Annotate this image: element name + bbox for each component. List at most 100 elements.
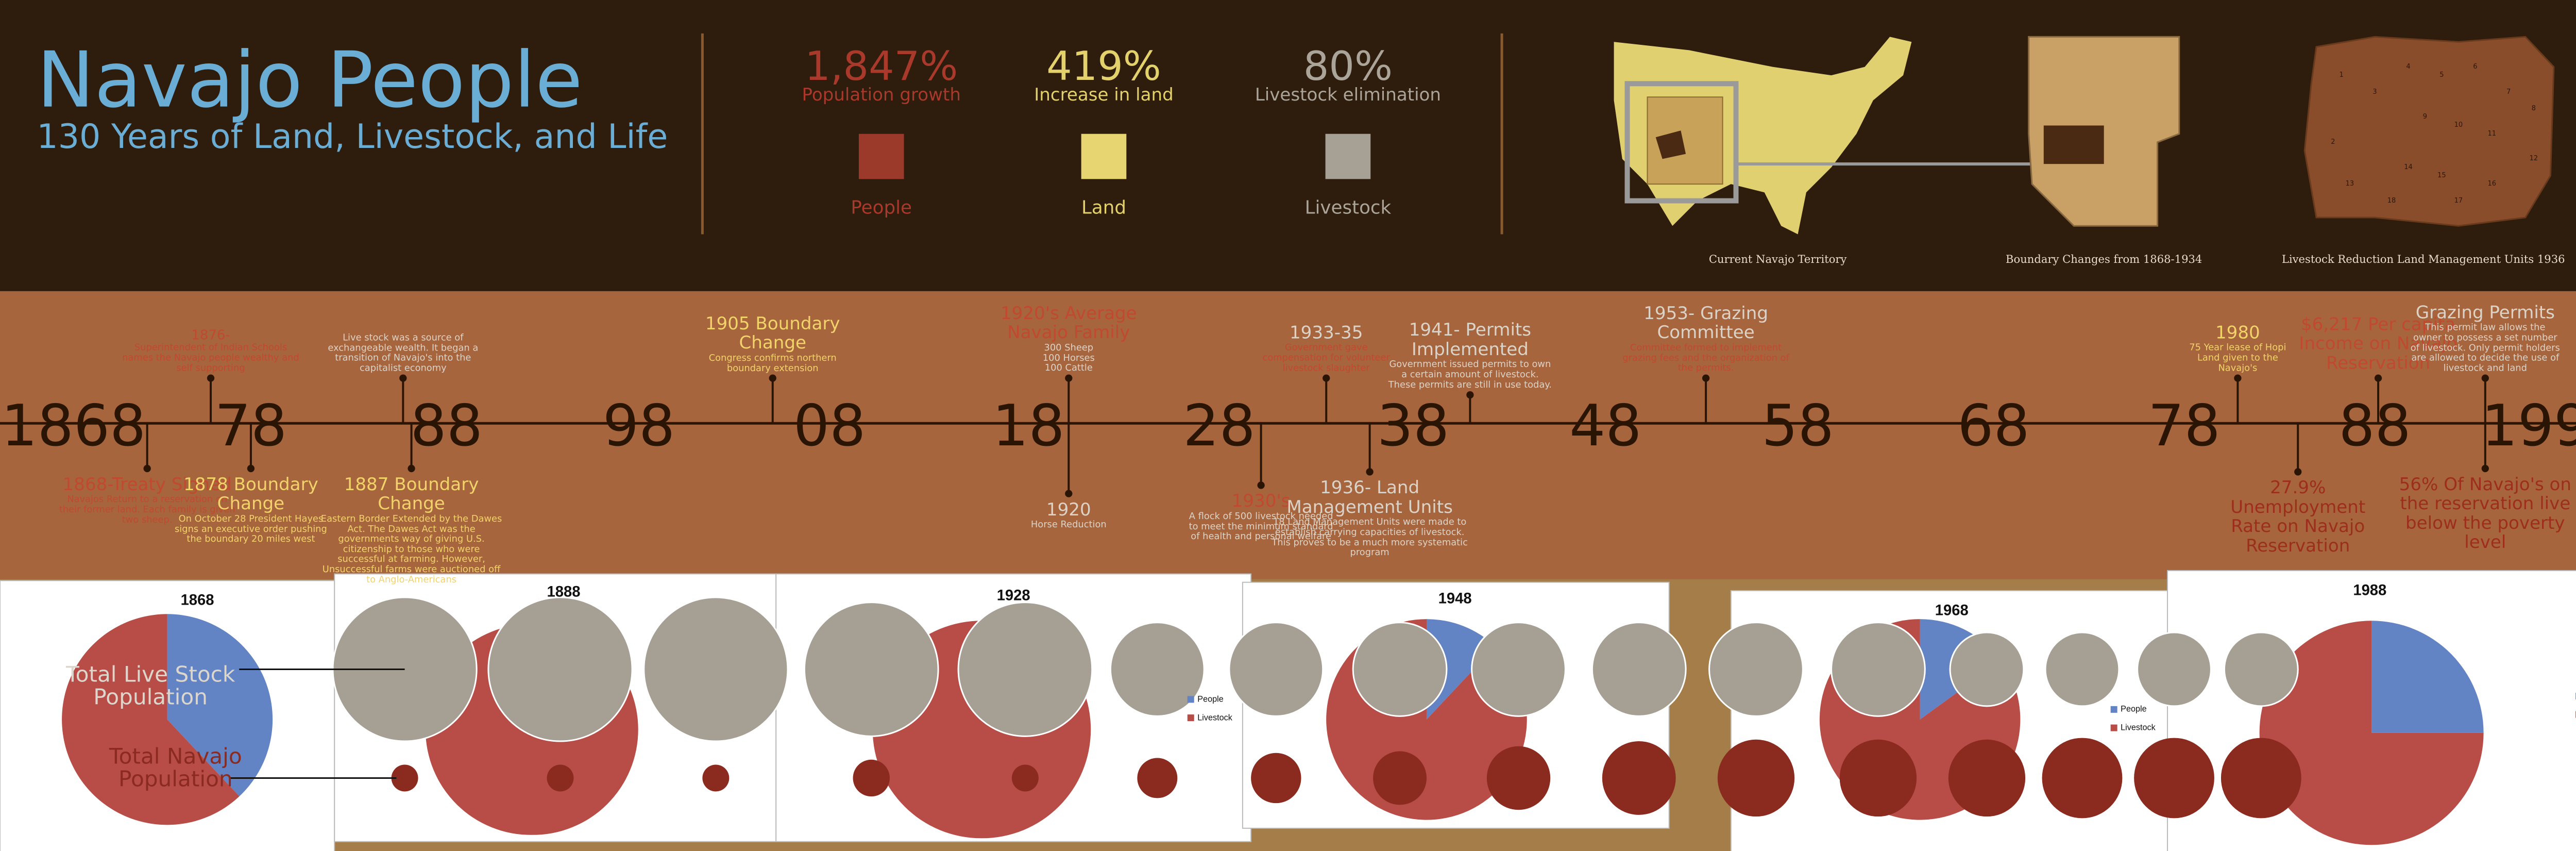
pie-year: 1868 [180,592,214,609]
unit-label: 13 [2345,180,2354,188]
event-text: Horse Reduction [1030,519,1107,530]
event-title: 1941- Permits Implemented [1409,320,1532,360]
people-circle [2134,738,2214,819]
timeline-band [0,291,2576,579]
event: 1920 Horse Reduction [1002,500,1136,530]
event: 1920's Average Navajo Family 300 Sheep 100… [985,304,1153,373]
event-title: 1887 Boundary Change [344,474,479,514]
year-label: 48 [1569,393,1642,459]
pie-slice [2259,621,2484,845]
livestock-circle [1949,631,2025,707]
event-dot [408,464,415,473]
event-dot [769,374,776,382]
event-title: 1980 [2215,322,2260,343]
annotation: Total Live Stock Population [66,661,235,710]
event-text: Government gave compensation for volunte… [1262,342,1390,374]
stat-label: Population growth [802,85,961,106]
pie-slice [62,614,240,825]
navajo-territory [1655,130,1686,159]
event-text: 100 Cattle [1044,362,1093,374]
unit-label: 15 [2437,172,2446,180]
unit-label: 3 [2372,88,2377,96]
stat-value: 419% [1046,43,1161,90]
event: 1936- Land Management Units 18 Land Manag… [1269,478,1470,558]
event: 1876- Superintendent of Indian Schools na… [118,328,302,373]
livestock-circle [2223,631,2299,707]
event-title: 27.9% Unemployment Rate on Navajo Reserv… [2230,477,2366,556]
stat-legend: Livestock [1304,196,1392,218]
event-title: Grazing Permits [2415,302,2555,323]
livestock-circle [487,596,633,742]
event: $6,217 Per capita Income on Navajo Reser… [2295,315,2462,373]
map-caption: Current Navajo Territory [1708,253,1847,266]
subtitle: 130 Years of Land, Livestock, and Life [37,118,668,157]
event: 56% Of Navajo's on the reservation live … [2393,475,2576,553]
event-title: 1933-35 [1290,322,1363,343]
unit-label: 16 [2487,180,2497,188]
event-text: A flock of 500 livestock needed to meet … [1189,510,1333,542]
event-title: 1868-Treaty Signed [62,474,232,495]
people-circle [1839,739,1917,817]
people-circle [702,764,730,792]
event-title: 1936- Land Management Units [1286,477,1453,518]
pie-year: 1988 [2353,582,2387,599]
unit-label: 1 [2339,71,2344,79]
people-circle [2221,738,2301,819]
people-circle [1011,764,1039,792]
event-title: 1920 [1046,499,1091,520]
event: 1953- Grazing Committee Committee formed … [1614,304,1798,373]
event-title: 1878 Boundary Change [183,474,318,514]
year-label: 78 [2148,393,2221,459]
people-circle [547,764,574,792]
people-circle [1948,739,2026,817]
legend-swatch [1187,696,1194,703]
livestock-circle [1831,622,1926,717]
legend-swatch [2110,724,2117,731]
map-caption: Boundary Changes from 1868-1934 [2005,253,2202,266]
event: 1930's A flock of 500 livestock needed to… [1186,491,1336,542]
event-text: 75 Year lease of Hopi Land given to the … [2189,342,2286,374]
boundary-area [2043,125,2104,164]
unit-label: 17 [2454,196,2463,205]
year-label: 1998 [2481,393,2576,459]
event-dot [1323,374,1330,382]
event-title: 1920's Average Navajo Family [1000,303,1137,343]
event-dot [1065,374,1073,382]
unit-label: 4 [2406,63,2411,71]
livestock-circle [1228,622,1324,717]
pie-slice [1426,619,1496,720]
livestock-circle [1352,622,1448,717]
event-title: $6,217 Per capita Income on Navajo Reser… [2299,314,2458,374]
title: Navajo People [37,35,583,125]
annotation: Total Navajo Population [109,743,242,792]
event-dot [1466,391,1474,399]
event: 1878 Boundary Change On October 28 Presid… [167,475,335,544]
unit-label: 5 [2439,71,2444,79]
livestock-circle [957,602,1093,737]
focus-box [1624,81,1739,204]
event-title: 56% Of Navajo's on the reservation live … [2399,474,2572,553]
unit-label: 7 [2506,88,2511,96]
year-label: 38 [1377,393,1450,459]
unit-label: 8 [2531,105,2536,113]
four-corners [1647,96,1723,185]
event: Grazing Permits This permit law allows th… [2410,303,2561,373]
event: Live stock was a source of exchangeable … [319,332,487,373]
event: 1980 75 Year lease of Hopi Land given to … [2179,323,2296,373]
event: 1905 Boundary Change Congress confirms no… [689,314,856,373]
pie-year: 1968 [1935,602,1969,619]
legend-swatch [1187,714,1194,722]
event-text: Eastern Border Extended by the Dawes Act… [320,513,502,585]
unit-label: 9 [2422,113,2428,121]
livestock-circle [1708,622,1804,717]
stat-swatch [1081,134,1127,179]
event-dot [2294,468,2302,476]
livestock-circle [2137,631,2212,707]
event-text: Committee formed to implement grazing fe… [1622,342,1789,374]
units-map [2303,36,2555,227]
stat-legend: Land [1081,196,1126,218]
event-dot [1257,481,1265,489]
pie-slice [2371,621,2484,733]
event-dot [1065,490,1073,497]
